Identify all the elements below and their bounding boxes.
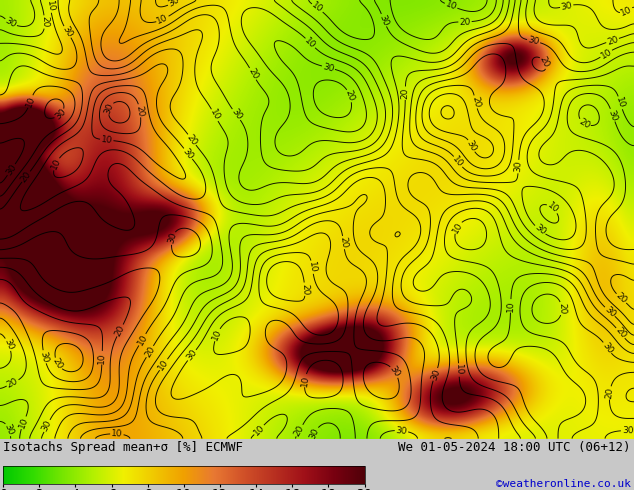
Text: 30: 30 (53, 107, 67, 122)
Text: 10: 10 (111, 429, 123, 439)
Text: 20: 20 (185, 132, 199, 147)
Text: 20: 20 (113, 323, 127, 338)
Text: 10: 10 (454, 364, 463, 376)
Text: 20: 20 (459, 17, 471, 26)
Text: 10: 10 (17, 416, 30, 430)
Text: 10: 10 (614, 96, 626, 110)
Text: 10: 10 (599, 47, 613, 60)
Text: 20: 20 (538, 55, 551, 70)
Text: 20: 20 (613, 326, 628, 341)
Text: 30: 30 (41, 419, 54, 433)
Text: 20: 20 (300, 283, 309, 295)
Text: We 01-05-2024 18:00 UTC (06+12): We 01-05-2024 18:00 UTC (06+12) (398, 441, 631, 454)
Text: 10: 10 (208, 108, 221, 122)
Text: 20: 20 (605, 387, 615, 399)
Text: 20: 20 (339, 236, 349, 249)
Text: 30: 30 (429, 368, 441, 381)
Text: 20: 20 (293, 423, 306, 438)
Text: 20: 20 (143, 344, 157, 359)
Text: 20: 20 (134, 104, 145, 117)
Text: 10: 10 (24, 95, 37, 108)
Text: 10: 10 (303, 36, 318, 50)
Text: 30: 30 (602, 304, 617, 319)
Text: 10: 10 (49, 157, 62, 171)
Text: 20: 20 (51, 357, 65, 371)
Text: 30: 30 (60, 24, 74, 39)
Text: 30: 30 (3, 422, 15, 437)
Text: 30: 30 (167, 0, 181, 9)
Text: 10: 10 (506, 300, 515, 312)
Text: 30: 30 (396, 426, 408, 436)
Text: 20: 20 (577, 117, 592, 130)
Text: 30: 30 (560, 0, 573, 11)
Text: 30: 30 (2, 338, 15, 351)
Text: 30: 30 (184, 348, 199, 363)
Text: 30: 30 (607, 108, 619, 122)
Text: 30: 30 (622, 426, 633, 436)
Text: ©weatheronline.co.uk: ©weatheronline.co.uk (496, 479, 631, 489)
Text: 10: 10 (44, 0, 55, 13)
Text: Isotachs Spread mean+σ [%] ECMWF: Isotachs Spread mean+σ [%] ECMWF (3, 441, 243, 454)
Text: 20: 20 (605, 34, 619, 47)
Text: 30: 30 (4, 16, 18, 29)
Text: 30: 30 (103, 101, 115, 116)
Text: 30: 30 (4, 162, 18, 177)
Text: 10: 10 (210, 328, 223, 342)
Text: 20: 20 (470, 96, 481, 108)
Text: 30: 30 (39, 350, 50, 364)
Text: 10: 10 (136, 332, 149, 347)
Text: 10: 10 (300, 374, 310, 387)
Text: 10: 10 (155, 13, 170, 26)
Text: 30: 30 (321, 62, 335, 74)
Text: 30: 30 (514, 161, 523, 172)
Text: 30: 30 (377, 13, 390, 27)
Text: 20: 20 (344, 89, 356, 103)
Text: 10: 10 (451, 154, 465, 169)
Text: 10: 10 (545, 201, 560, 215)
Text: 20: 20 (401, 87, 410, 99)
Text: 20: 20 (19, 170, 33, 184)
Text: 10: 10 (444, 0, 458, 12)
Text: 20: 20 (614, 291, 628, 306)
Text: 30: 30 (181, 147, 195, 161)
Text: 10: 10 (310, 1, 325, 15)
Text: 30: 30 (308, 426, 321, 441)
Text: 20: 20 (40, 16, 49, 28)
Text: 10: 10 (157, 357, 171, 372)
Text: 20: 20 (557, 303, 566, 315)
Text: 10: 10 (619, 4, 633, 18)
Text: 10: 10 (98, 352, 107, 364)
Text: 10: 10 (252, 423, 266, 437)
Text: 30: 30 (465, 139, 478, 153)
Text: 30: 30 (230, 107, 243, 122)
Text: 30: 30 (527, 35, 540, 47)
Text: 10: 10 (451, 220, 464, 235)
Text: 20: 20 (246, 67, 259, 81)
Text: 20: 20 (6, 376, 20, 390)
Text: 30: 30 (600, 341, 614, 355)
Text: 30: 30 (388, 365, 402, 379)
Text: 10: 10 (101, 135, 113, 145)
Text: 30: 30 (533, 223, 547, 237)
Text: 30: 30 (167, 231, 178, 245)
Text: 10: 10 (307, 261, 318, 273)
